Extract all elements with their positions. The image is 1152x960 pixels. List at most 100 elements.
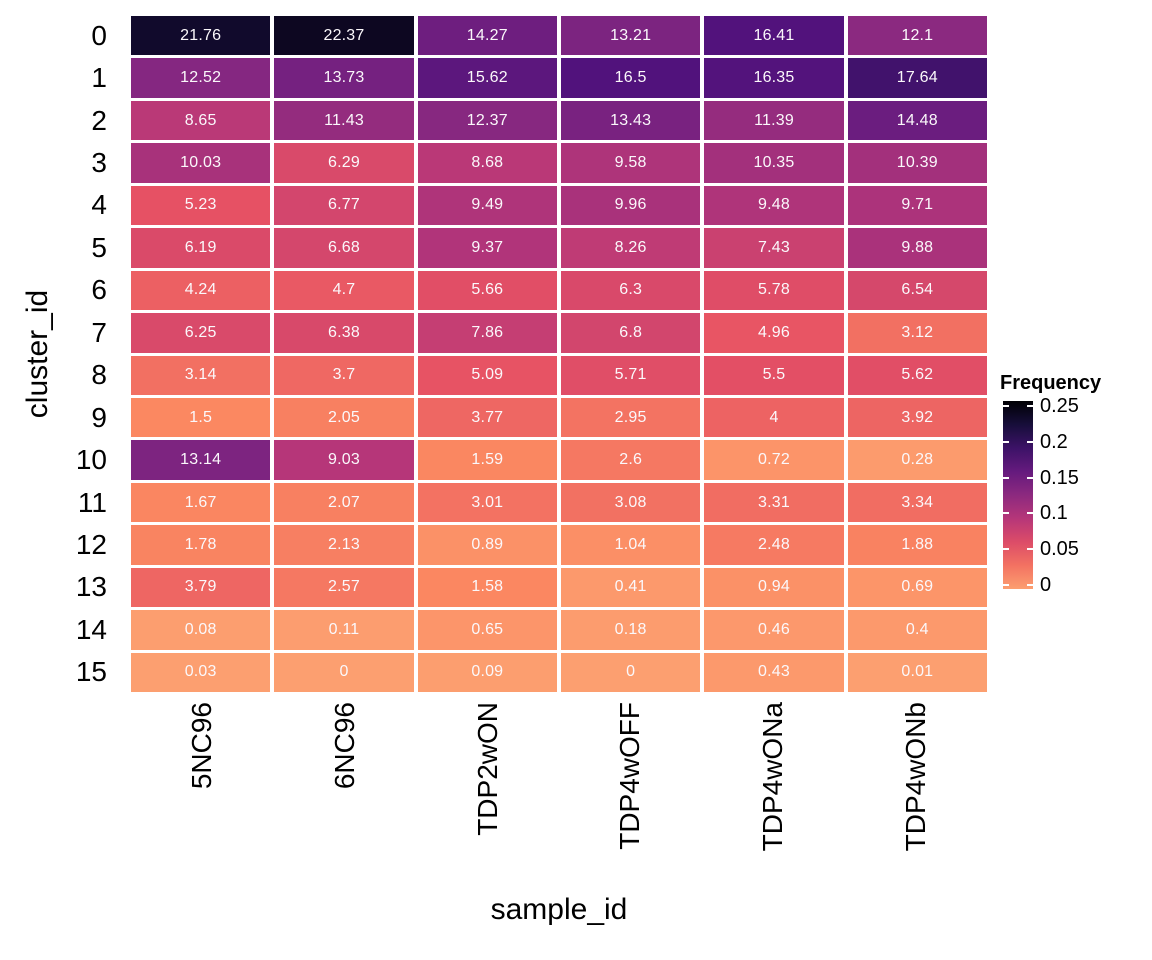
cell-value: 9.71 <box>901 196 934 214</box>
heatmap-cell: 2.48 <box>704 525 844 565</box>
cell-value: 16.41 <box>753 26 795 44</box>
heatmap-cell: 5.09 <box>417 355 557 395</box>
cell-value: 1.58 <box>471 578 504 596</box>
heatmap-cell: 0.94 <box>704 567 844 608</box>
y-tick-label: 5 <box>91 231 107 263</box>
heatmap-cell: 22.37 <box>274 16 414 56</box>
cell-value: 3.31 <box>758 493 790 511</box>
cell-value: 2.57 <box>328 578 360 596</box>
heatmap-cell: 5.78 <box>704 270 844 311</box>
heatmap-cell: 6.54 <box>847 270 987 311</box>
cell-value: 3.12 <box>901 323 934 341</box>
heatmap-cell: 3.12 <box>847 313 987 353</box>
cell-value: 2.48 <box>758 535 790 553</box>
legend-tick-mark <box>1003 548 1009 551</box>
heatmap-cell: 2.95 <box>560 397 701 438</box>
x-tick-label-slot: TDP4wONb <box>844 702 987 902</box>
heatmap-cell: 0.08 <box>131 610 271 650</box>
cell-value: 0.41 <box>614 578 647 596</box>
cell-value: 9.88 <box>901 238 934 256</box>
y-tick-label: 7 <box>91 316 107 348</box>
cell-value: 3.7 <box>332 366 356 384</box>
heatmap-cell: 2.07 <box>274 482 414 523</box>
legend-tick-label: 0.25 <box>1040 395 1079 417</box>
heatmap-cell: 0.09 <box>417 652 557 692</box>
legend-tick-mark <box>1027 584 1033 586</box>
heatmap-cell: 9.88 <box>847 228 987 268</box>
cell-value: 11.39 <box>754 111 794 129</box>
legend-tick-mark <box>1027 512 1033 515</box>
legend-tick-label: 0.1 <box>1040 502 1068 525</box>
heatmap-cell: 2.13 <box>274 525 414 565</box>
cell-value: 12.37 <box>466 111 508 129</box>
cell-value: 0.94 <box>758 578 790 596</box>
heatmap-cell: 0.43 <box>704 652 844 692</box>
cell-value: 0.69 <box>901 578 934 596</box>
heatmap-cell: 0.4 <box>847 610 987 650</box>
heatmap-cell: 12.1 <box>847 16 987 56</box>
heatmap-cell: 2.05 <box>274 397 414 438</box>
heatmap-grid: 21.76 22.37 14.27 13.21 16.41 12.1 12.52 13.73 1… <box>131 16 987 692</box>
heatmap-cell: 9.96 <box>560 185 701 226</box>
cell-value: 2.13 <box>328 535 360 553</box>
heatmap-cell: 0.01 <box>847 652 987 692</box>
x-tick-label-slot: TDP4wONa <box>702 702 845 902</box>
heatmap-cell: 4.7 <box>274 270 414 311</box>
cell-value: 2.05 <box>328 408 360 426</box>
heatmap-cell: 9.48 <box>704 185 844 226</box>
cell-value: 12.52 <box>180 69 222 87</box>
heatmap-cell: 5.23 <box>131 185 271 226</box>
heatmap-cell: 7.43 <box>704 228 844 268</box>
cell-value: 0.28 <box>901 451 934 469</box>
heatmap-cell: 0 <box>560 652 701 692</box>
heatmap-cell: 0.89 <box>417 525 557 565</box>
y-tick-label: 15 <box>75 656 107 688</box>
heatmap-cell: 3.08 <box>560 482 701 523</box>
heatmap-cell: 8.68 <box>417 143 557 183</box>
heatmap-cell: 12.37 <box>417 100 557 141</box>
y-tick-label: 9 <box>91 401 107 433</box>
cell-value: 1.5 <box>189 408 213 426</box>
cell-value: 6.77 <box>328 196 360 214</box>
cell-value: 6.25 <box>184 323 217 341</box>
heatmap-cell: 10.35 <box>704 143 844 183</box>
cell-value: 0.65 <box>471 620 504 638</box>
legend-tick-mark <box>1027 405 1033 407</box>
cell-value: 15.62 <box>466 69 508 87</box>
cell-value: 0.72 <box>758 451 790 469</box>
cell-value: 2.07 <box>328 493 360 511</box>
cell-value: 17.64 <box>896 69 938 87</box>
heatmap-cell: 12.52 <box>131 58 271 98</box>
heatmap-cell: 14.27 <box>417 16 557 56</box>
heatmap-cell: 3.14 <box>131 355 271 395</box>
legend-colorbar <box>1003 401 1033 589</box>
legend-tick-mark <box>1027 476 1033 479</box>
cell-value: 9.37 <box>471 238 504 256</box>
y-tick-label: 4 <box>91 189 107 221</box>
cell-value: 11.43 <box>324 111 364 129</box>
x-tick-label: TDP2wON <box>471 702 503 836</box>
heatmap-cell: 11.39 <box>704 100 844 141</box>
cell-value: 3.34 <box>901 493 934 511</box>
legend-tick-label: 0.2 <box>1040 430 1068 453</box>
heatmap-cell: 6.68 <box>274 228 414 268</box>
cell-value: 6.54 <box>901 281 934 299</box>
heatmap-cell: 5.62 <box>847 355 987 395</box>
cell-value: 1.59 <box>471 451 504 469</box>
cell-value: 0.01 <box>901 663 934 681</box>
cell-value: 9.96 <box>614 196 647 214</box>
cell-value: 13.43 <box>610 111 652 129</box>
y-axis-tick-labels: 0 1 2 3 4 5 6 7 8 9 10 11 12 13 14 15 <box>0 16 119 692</box>
cell-value: 22.37 <box>323 26 365 44</box>
heatmap-cell: 3.77 <box>417 397 557 438</box>
heatmap-cell: 16.35 <box>704 58 844 98</box>
y-tick-label: 11 <box>77 486 107 518</box>
x-tick-label: TDP4wONa <box>757 702 789 852</box>
heatmap-cell: 13.43 <box>560 100 701 141</box>
heatmap-cell: 7.86 <box>417 313 557 353</box>
heatmap-cell: 3.01 <box>417 482 557 523</box>
cell-value: 7.86 <box>471 323 504 341</box>
heatmap-cell: 6.8 <box>560 313 701 353</box>
cell-value: 16.35 <box>753 69 795 87</box>
